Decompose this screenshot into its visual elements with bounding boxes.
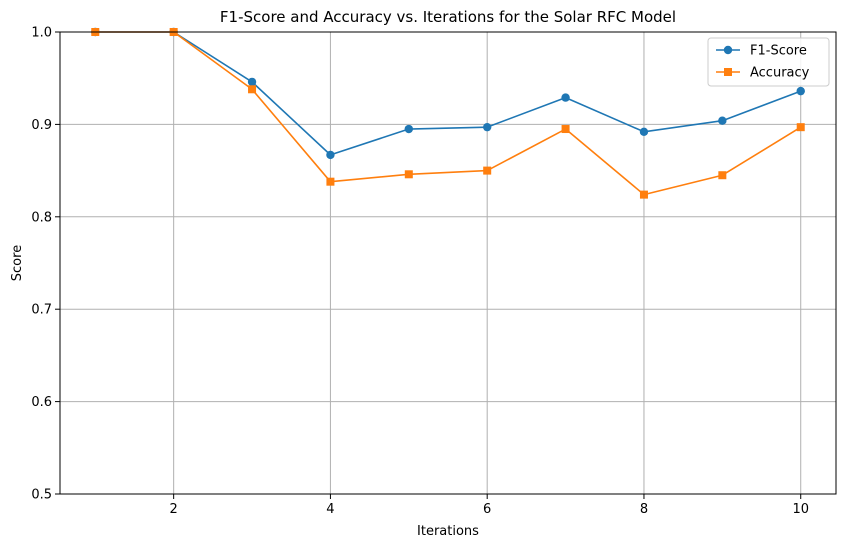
plot-frame (59, 31, 837, 495)
legend-f1-score-marker (723, 45, 733, 55)
f1-score-point (561, 93, 570, 102)
y-tick-label: 0.8 (31, 210, 52, 225)
series-layer (91, 27, 805, 199)
f1-score-point (404, 124, 414, 134)
x-axis-label: Iterations (417, 524, 479, 539)
y-axis-label: Score (10, 245, 25, 281)
legend-accuracy-marker (724, 68, 732, 76)
axis-ticks: 2 4 6 8 10 0.5 0.6 0.7 0.8 0.9 1.0 (31, 26, 809, 518)
y-tick-label: 0.6 (31, 395, 52, 410)
y-tick-label: 0.5 (31, 488, 52, 503)
accuracy-point (718, 171, 727, 180)
accuracy-point (404, 170, 413, 179)
f1-score-point (326, 150, 335, 160)
x-tick-label: 8 (640, 502, 648, 517)
x-tick-label: 6 (483, 502, 491, 517)
f1-score-line (95, 31, 802, 156)
legend-f1-score-label: F1-Score (750, 44, 807, 59)
x-tick-label: 2 (170, 502, 178, 517)
chart-title: F1-Score and Accuracy vs. Iterations for… (220, 8, 676, 26)
legend-accuracy-label: Accuracy (750, 66, 810, 81)
x-tick-label: 4 (326, 502, 334, 517)
f1-score-point (718, 116, 727, 125)
accuracy-point (248, 85, 257, 94)
accuracy-point (639, 190, 648, 199)
y-tick-label: 1.0 (31, 26, 52, 41)
accuracy-line (95, 31, 802, 196)
accuracy-point (561, 125, 570, 134)
y-tick-label: 0.9 (31, 118, 52, 133)
accuracy-point (483, 166, 492, 175)
accuracy-point (796, 123, 805, 132)
accuracy-point (326, 177, 335, 186)
f1-score-point (796, 86, 805, 96)
f1-score-point (639, 127, 649, 136)
f1-score-point (482, 122, 492, 132)
f1-score-point (247, 77, 257, 87)
legend: F1-Score Accuracy (707, 37, 830, 87)
y-tick-label: 0.7 (31, 303, 52, 318)
x-tick-label: 10 (792, 502, 809, 517)
